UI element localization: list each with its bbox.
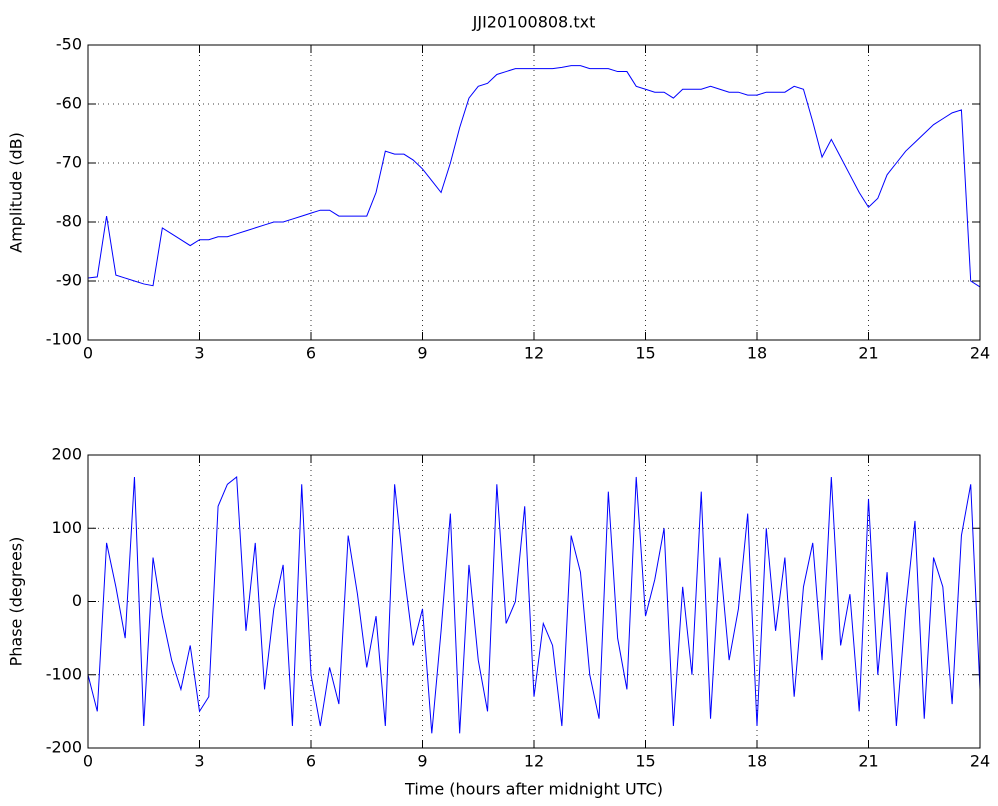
y-tick-label: 0 (72, 591, 82, 610)
x-tick-label: 24 (970, 344, 990, 363)
y-tick-label: -60 (56, 94, 82, 113)
x-tick-label: 3 (194, 344, 204, 363)
x-tick-label: 0 (83, 752, 93, 771)
y-tick-label: -70 (56, 153, 82, 172)
x-tick-label: 18 (747, 752, 767, 771)
chart-title: JJI20100808.txt (472, 13, 596, 32)
x-tick-label: 6 (306, 344, 316, 363)
y-tick-label: -90 (56, 271, 82, 290)
y-tick-label: -100 (46, 664, 82, 683)
y-tick-label: 200 (51, 445, 82, 464)
x-tick-label: 6 (306, 752, 316, 771)
x-axis-label: Time (hours after midnight UTC) (404, 780, 663, 799)
x-tick-label: 9 (417, 752, 427, 771)
y-axis-label: Amplitude (dB) (7, 132, 26, 253)
x-tick-label: 18 (747, 344, 767, 363)
x-tick-label: 15 (635, 752, 655, 771)
x-tick-label: 3 (194, 752, 204, 771)
x-tick-label: 21 (858, 344, 878, 363)
y-tick-label: -80 (56, 212, 82, 231)
x-tick-label: 15 (635, 344, 655, 363)
x-tick-label: 12 (524, 344, 544, 363)
x-tick-label: 0 (83, 344, 93, 363)
x-tick-label: 9 (417, 344, 427, 363)
y-tick-label: -100 (46, 330, 82, 349)
x-tick-label: 12 (524, 752, 544, 771)
axes-box (87, 44, 981, 341)
y-tick-label: -50 (56, 35, 82, 54)
y-axis-label: Phase (degrees) (7, 537, 26, 667)
data-line (87, 475, 981, 734)
data-line (87, 65, 981, 288)
axes-box (87, 454, 981, 749)
y-tick-label: 100 (51, 518, 82, 537)
x-tick-label: 21 (858, 752, 878, 771)
x-tick-label: 24 (970, 752, 990, 771)
y-tick-label: -200 (46, 738, 82, 757)
